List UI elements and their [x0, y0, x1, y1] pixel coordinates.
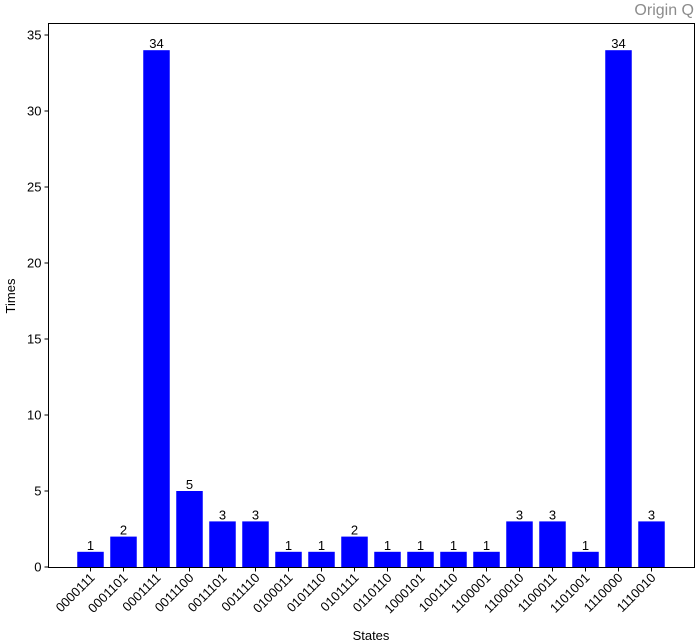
- brand-label: Origin Q: [634, 2, 694, 19]
- data-label-1000101: 1: [417, 538, 424, 553]
- bar-1001110: [440, 551, 467, 567]
- y-tick-label-10: 10: [27, 408, 41, 423]
- y-tick-label-35: 35: [27, 28, 41, 43]
- data-label-0000111: 1: [87, 538, 94, 553]
- bar-0001101: [110, 536, 137, 567]
- data-label-0101110: 1: [318, 538, 325, 553]
- bar-1100011: [539, 521, 566, 567]
- data-label-1001110: 1: [450, 538, 457, 553]
- plot-frame: [48, 23, 695, 568]
- data-label-1101001: 1: [582, 538, 589, 553]
- bar-0000111: [77, 551, 104, 567]
- data-label-0001101: 2: [120, 523, 127, 538]
- bar-0011100: [176, 491, 203, 567]
- y-tick-label-15: 15: [27, 332, 41, 347]
- data-label-0001111: 34: [149, 36, 163, 51]
- data-label-1100011: 3: [549, 507, 556, 522]
- bar-0011110: [242, 521, 269, 567]
- data-label-0101111: 2: [351, 523, 358, 538]
- x-axis: 0000111000110100011110011100001110100111…: [53, 567, 659, 616]
- data-label-1100010: 3: [516, 507, 523, 522]
- data-label-1100001: 1: [483, 538, 490, 553]
- data-label-0110110: 1: [384, 538, 391, 553]
- bar-0001111: [143, 50, 170, 567]
- bars-group: [77, 50, 665, 567]
- data-label-1110010: 3: [648, 507, 655, 522]
- bar-1101001: [572, 551, 599, 567]
- bar-1110010: [638, 521, 665, 567]
- bar-0101110: [308, 551, 335, 567]
- y-tick-label-30: 30: [27, 104, 41, 119]
- y-axis: 0 5 10 15 20 25 30 35: [27, 28, 49, 575]
- data-labels-group: 1 2 34 5 3 3 1 1 2 1 1 1 1 3 3 1 34 3: [87, 36, 655, 553]
- bar-1100010: [506, 521, 533, 567]
- y-tick-label-5: 5: [34, 484, 41, 499]
- y-tick-label-20: 20: [27, 256, 41, 271]
- data-label-0011101: 3: [219, 507, 226, 522]
- data-label-0011100: 5: [186, 477, 193, 492]
- bar-1100001: [473, 551, 500, 567]
- bar-0101111: [341, 536, 368, 567]
- data-label-0100011: 1: [285, 538, 292, 553]
- bar-0011101: [209, 521, 236, 567]
- bar-1000101: [407, 551, 434, 567]
- data-label-1110000: 34: [611, 36, 625, 51]
- bar-1110000: [605, 50, 632, 567]
- y-tick-label-25: 25: [27, 180, 41, 195]
- data-label-0011110: 3: [252, 507, 259, 522]
- y-axis-label: Times: [3, 278, 18, 313]
- bar-0100011: [275, 551, 302, 567]
- y-tick-label-0: 0: [34, 560, 41, 575]
- bar-0110110: [374, 551, 401, 567]
- x-axis-label: States: [353, 628, 390, 643]
